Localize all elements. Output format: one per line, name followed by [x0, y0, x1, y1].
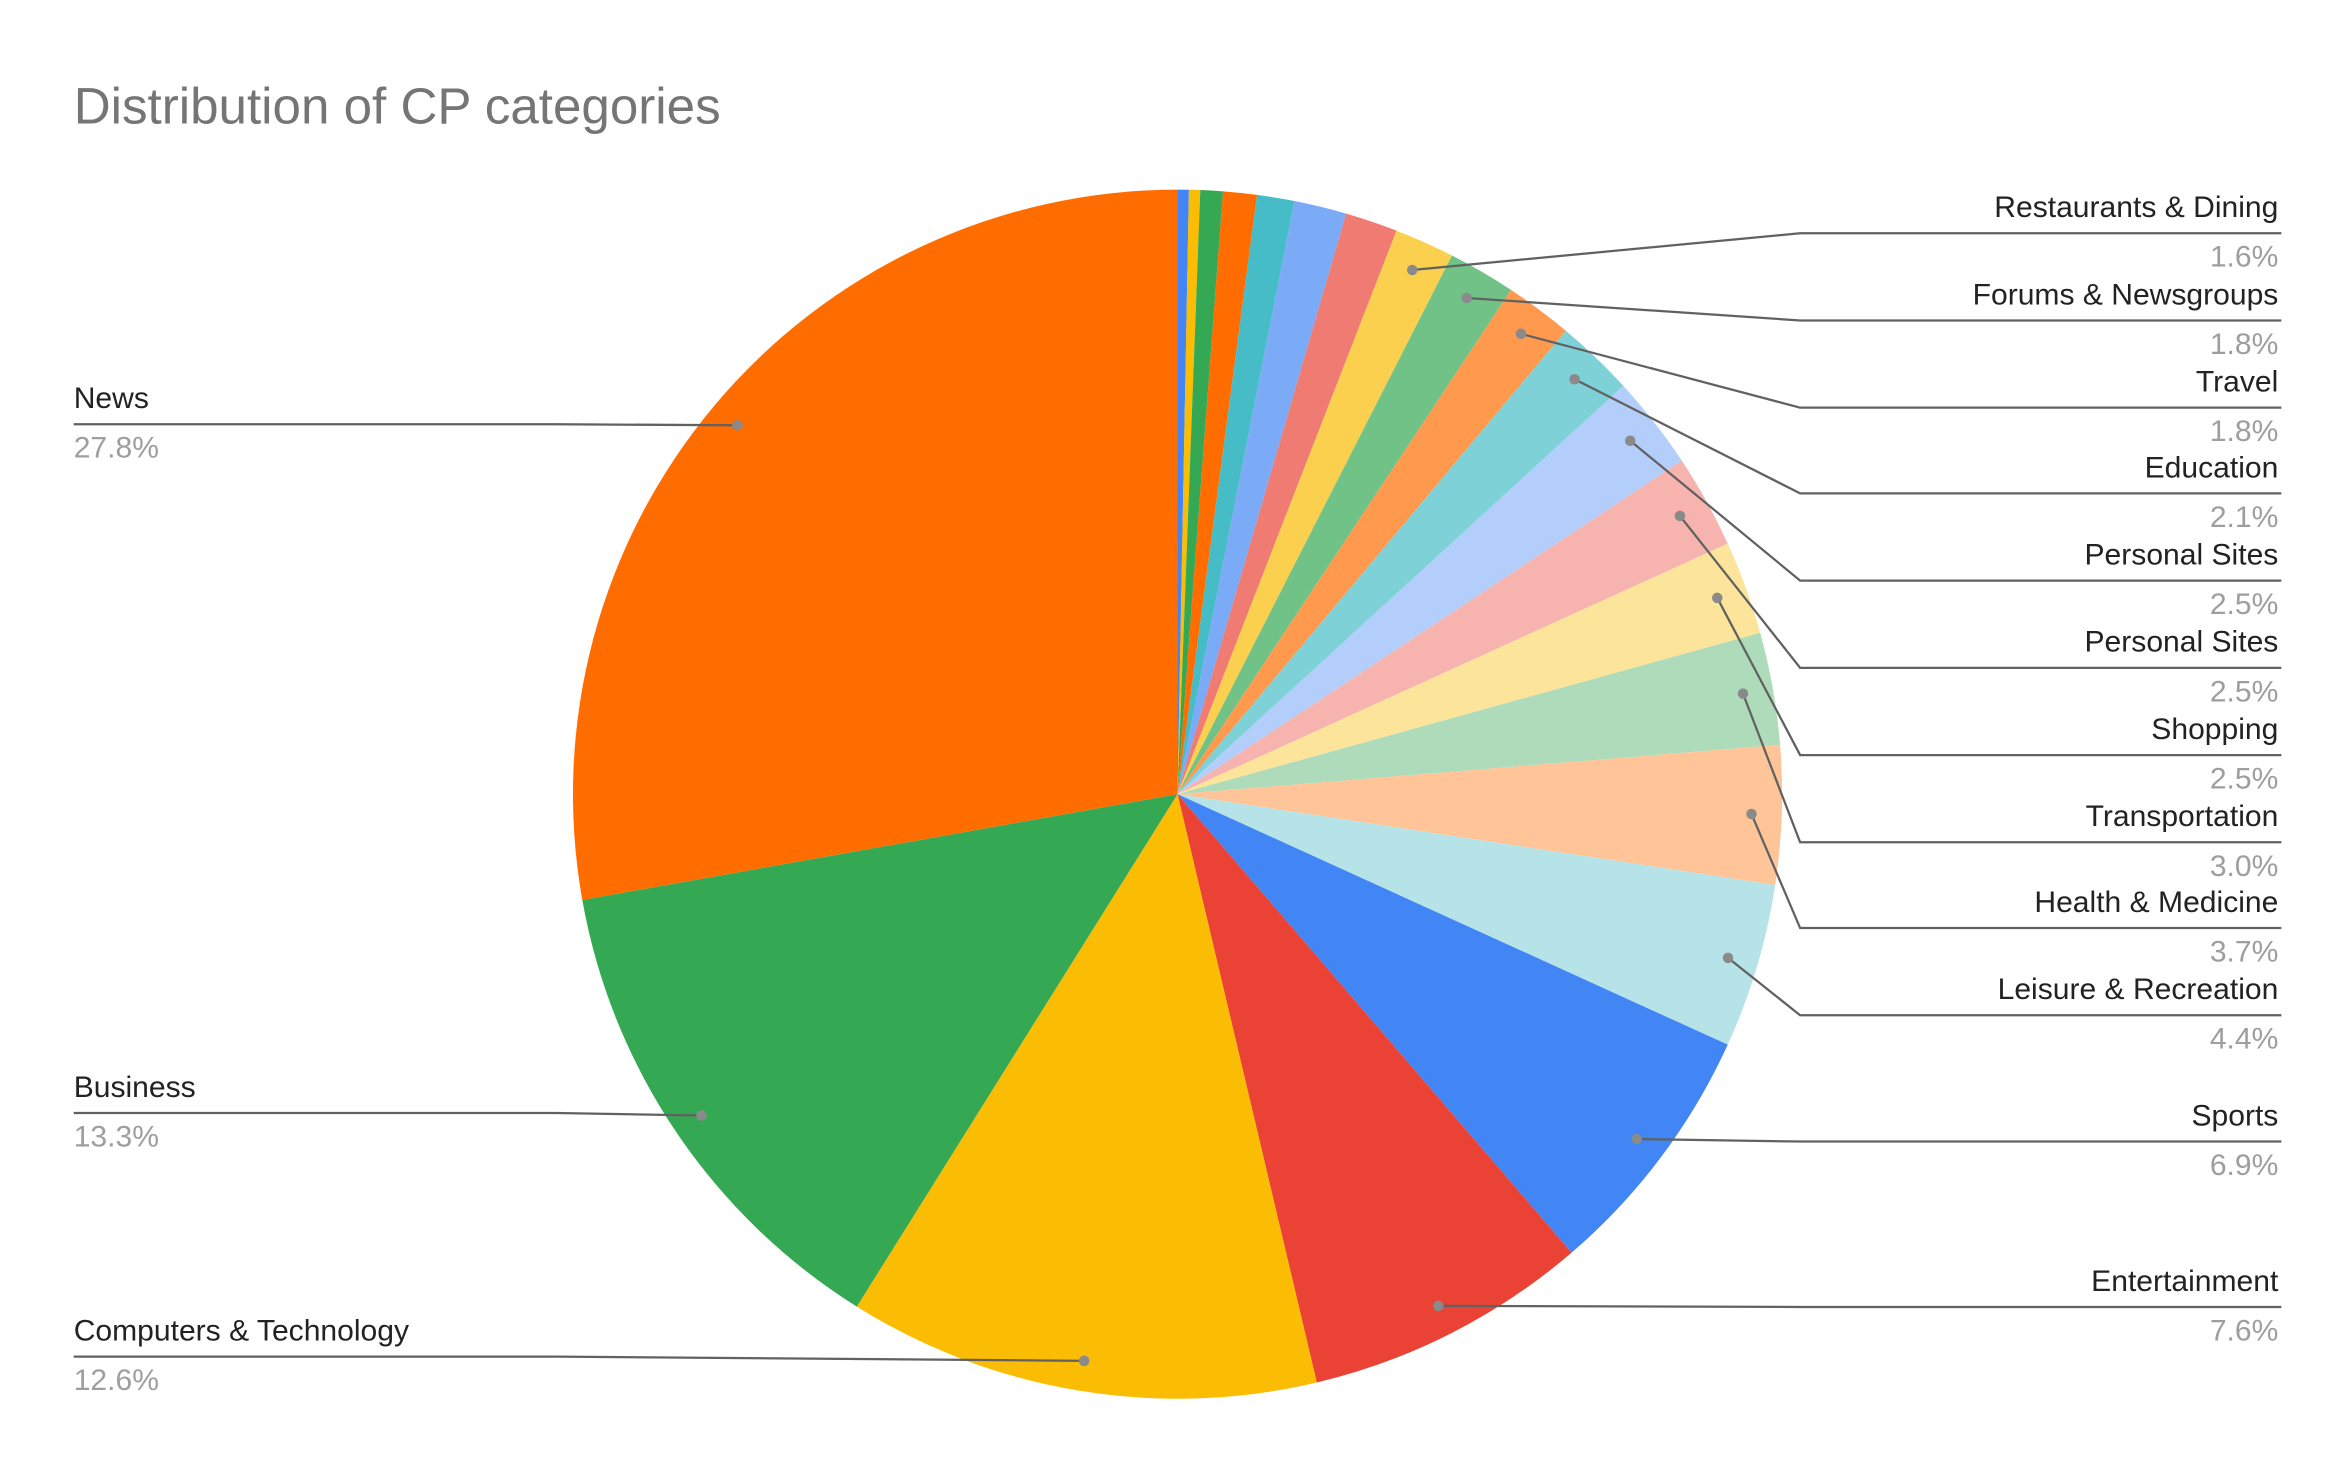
- pie-slice: [572, 189, 1178, 900]
- labels: Restaurants & Dining 1.6% Forums & Newsgro…: [74, 191, 2282, 1397]
- leader-line: [73, 1111, 702, 1117]
- pie-slice: [1177, 794, 1572, 1383]
- leader-line: [73, 423, 738, 427]
- slice-value-label: 1.8%: [2210, 415, 2279, 448]
- leader-dot: [1515, 328, 1527, 340]
- slice-label: News: [74, 382, 149, 415]
- slice-value-label: 27.8%: [74, 432, 159, 465]
- slice-value-label: 12.6%: [74, 1364, 159, 1397]
- slice-value-label: 4.4%: [2210, 1023, 2279, 1056]
- slice-label: Shopping: [2151, 713, 2278, 746]
- leader-dot: [1712, 592, 1723, 604]
- slice-label: Forums & Newsgroups: [1973, 278, 2279, 311]
- slice-value-label: 1.8%: [2210, 328, 2279, 361]
- slice-label: Personal Sites: [2085, 626, 2279, 659]
- leader-dot: [696, 1110, 707, 1121]
- slice-value-label: 2.5%: [2210, 763, 2279, 796]
- pie-slice: [1177, 289, 1566, 795]
- pie-slice: [1177, 460, 1728, 795]
- slice-label: Education: [2145, 451, 2279, 484]
- slice-value-label: 2.5%: [2210, 675, 2279, 708]
- leader-line: [1412, 232, 2282, 272]
- leader-line: [1520, 332, 2282, 409]
- slice-value-label: 1.6%: [2210, 241, 2279, 274]
- pie-slice: [1177, 794, 1728, 1253]
- leader-line: [1636, 1137, 2282, 1143]
- leader-dot: [1078, 1355, 1090, 1367]
- leader-line: [1741, 693, 2282, 844]
- leader-line: [73, 1355, 1085, 1362]
- pie-slice: [1177, 213, 1397, 795]
- slice-label: Restaurants & Dining: [1994, 191, 2278, 224]
- slice-label: Business: [74, 1071, 196, 1104]
- leader-dot: [1406, 264, 1418, 276]
- pie-slice: [1177, 385, 1682, 795]
- leader-line: [1438, 1304, 2282, 1309]
- slice-value-label: 2.1%: [2210, 501, 2279, 534]
- slice-value-label: 13.3%: [74, 1120, 159, 1153]
- pie-slice: [1177, 330, 1624, 795]
- slice-value-label: 2.5%: [2210, 588, 2279, 621]
- slice-label: Sports: [2191, 1099, 2278, 1132]
- leader-dot: [1722, 952, 1734, 964]
- slice-label: Computers & Technology: [74, 1314, 409, 1347]
- leader-line: [1750, 813, 2282, 930]
- slice-label: Health & Medicine: [2034, 886, 2278, 919]
- pie-slice: [1177, 191, 1258, 795]
- slice-label: Travel: [2196, 366, 2278, 399]
- slice-label: Entertainment: [2091, 1265, 2279, 1298]
- pie-slice: [1177, 194, 1295, 795]
- leader-dot: [1461, 292, 1473, 304]
- leader-dot: [732, 420, 743, 431]
- pie-slice: [1177, 794, 1776, 1045]
- leader-line: [1727, 956, 2282, 1017]
- leader-dot: [1624, 435, 1636, 446]
- leader-dot: [1631, 1133, 1643, 1145]
- leader-line: [1679, 515, 2282, 669]
- slice-value-label: 3.0%: [2210, 850, 2279, 883]
- leader-line: [1466, 296, 2282, 322]
- pie-slice: [856, 794, 1317, 1399]
- slice-label: Leisure & Recreation: [1998, 973, 2279, 1006]
- pie-slice: [1177, 543, 1761, 795]
- leader-dot: [1569, 373, 1580, 385]
- pie-slice: [1177, 632, 1781, 795]
- chart-title: Distribution of CP categories: [74, 77, 721, 134]
- leader-dot: [1433, 1300, 1444, 1312]
- pie-slice: [1177, 189, 1189, 795]
- slice-value-label: 7.6%: [2210, 1314, 2279, 1347]
- leader-dot: [1674, 510, 1686, 522]
- pie-slice: [1177, 189, 1201, 795]
- leader-line: [1574, 378, 2282, 495]
- leader-dot: [1746, 808, 1757, 820]
- pie-slice: [582, 794, 1178, 1307]
- slice-label: Personal Sites: [2085, 538, 2279, 571]
- slice-label: Transportation: [2086, 800, 2279, 833]
- pie-slice: [1177, 190, 1224, 795]
- pie-slice: [1177, 230, 1452, 795]
- slice-value-label: 6.9%: [2210, 1149, 2279, 1182]
- pie-slice: [1177, 201, 1347, 795]
- pie-slice: [1177, 255, 1512, 795]
- slice-value-label: 3.7%: [2210, 936, 2279, 969]
- pie: [572, 189, 1783, 1399]
- leader-line: [1716, 597, 2282, 757]
- leader-line: [1629, 439, 2282, 582]
- pie-slice: [1177, 744, 1783, 885]
- leader-dot: [1737, 688, 1749, 699]
